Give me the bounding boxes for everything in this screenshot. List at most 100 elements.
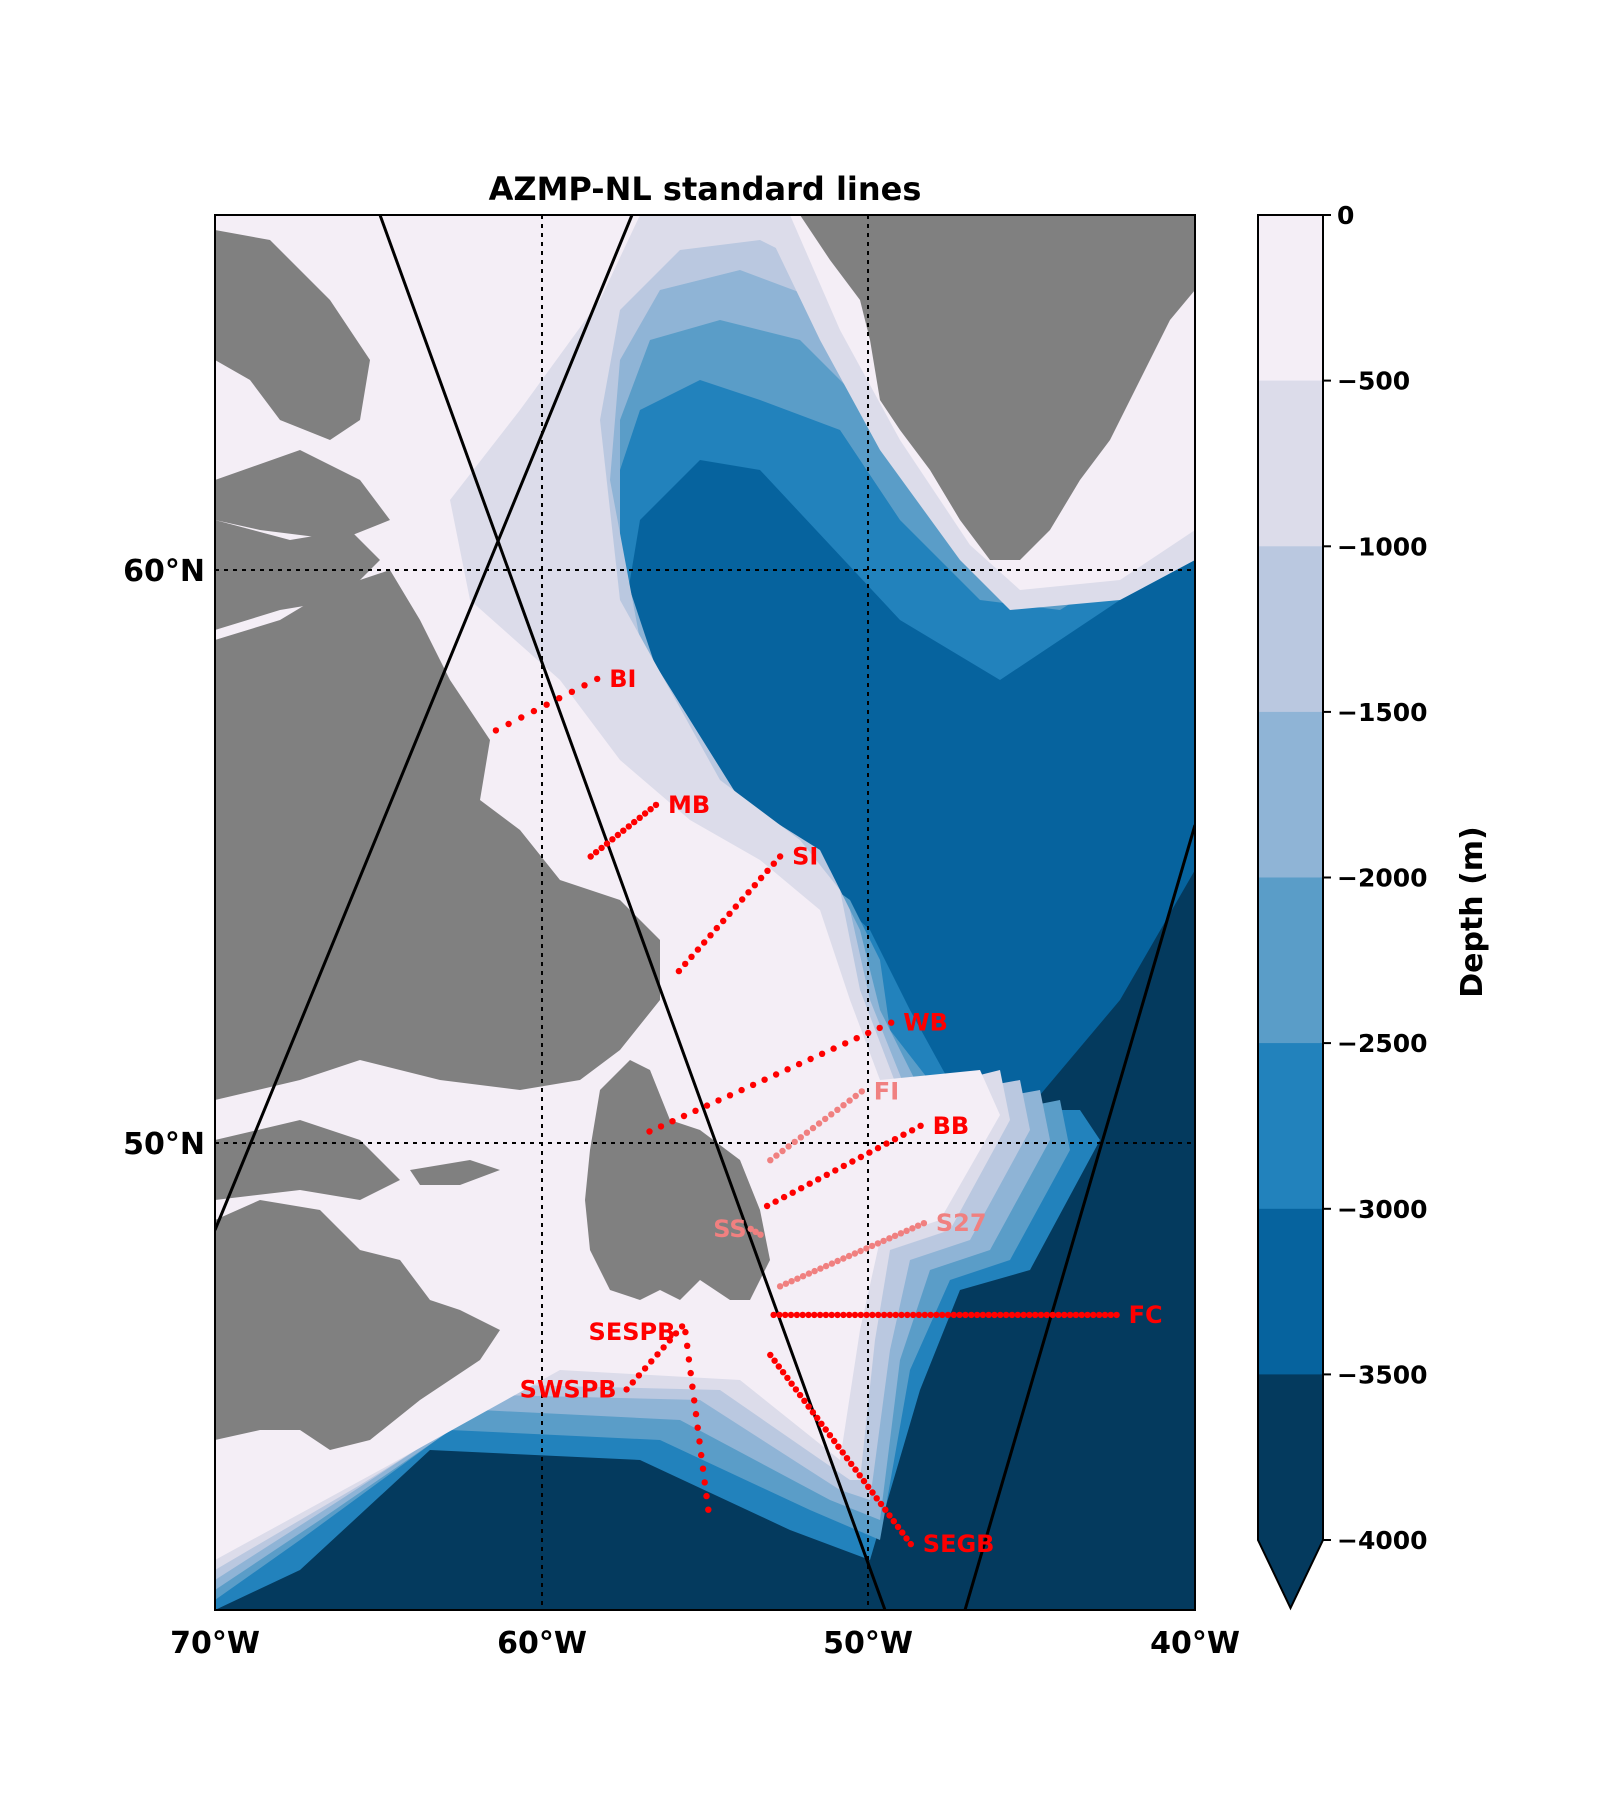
station-point [909, 1225, 916, 1232]
station-point [840, 1311, 847, 1319]
station-point [785, 1143, 792, 1150]
station-point [801, 1397, 808, 1405]
station-point [776, 1311, 783, 1319]
station-point [698, 1451, 705, 1459]
station-point [720, 917, 727, 925]
station-point [641, 810, 649, 817]
land-anticosti [410, 1160, 500, 1185]
station-point [907, 1540, 914, 1548]
station-point [669, 1118, 676, 1125]
station-point [757, 874, 765, 882]
line-label: SS [713, 1215, 747, 1243]
station-point [1096, 1311, 1103, 1319]
station-point [592, 849, 600, 856]
station-point [657, 1123, 665, 1130]
station-point [684, 1342, 691, 1350]
station-point [701, 939, 708, 946]
station-point [745, 889, 752, 896]
station-point [1084, 1311, 1091, 1319]
station-point [1101, 1311, 1109, 1319]
line-si: SI [675, 843, 818, 975]
colorbar-segment [1258, 711, 1323, 878]
station-point [703, 1102, 711, 1109]
station-point [826, 1432, 834, 1439]
station-point [880, 1311, 888, 1319]
station-point [1066, 1311, 1074, 1319]
station-point [751, 882, 758, 889]
station-point [807, 1055, 814, 1063]
station-point [776, 1283, 784, 1290]
lat-tick-label: 50°N [123, 1127, 205, 1162]
swath-line-3 [963, 824, 1195, 1610]
colorbar-segment [1258, 215, 1323, 382]
station-point [682, 1328, 689, 1336]
station-point [1043, 1311, 1051, 1319]
station-point [772, 1071, 780, 1078]
land-baffin-island [215, 230, 390, 540]
station-point [997, 1311, 1004, 1319]
station-point [672, 1330, 680, 1337]
station-point [920, 1220, 928, 1227]
station-point [852, 1092, 859, 1100]
station-point [874, 1240, 882, 1247]
line-label: SWSPB [520, 1375, 617, 1403]
station-point [822, 1262, 830, 1270]
station-point [939, 1311, 946, 1319]
station-point [853, 1035, 860, 1042]
station-point [752, 1228, 759, 1236]
station-point [832, 1167, 839, 1174]
station-point [818, 1420, 825, 1428]
land-labrador [215, 570, 660, 1100]
station-point [757, 1231, 764, 1238]
station-point [846, 1311, 853, 1319]
station-point [680, 1112, 688, 1120]
station-point [631, 818, 638, 826]
station-point [687, 1369, 694, 1377]
station-point [831, 1437, 838, 1445]
station-point [886, 1512, 893, 1519]
station-point [784, 1374, 791, 1382]
station-point [543, 701, 550, 708]
lon-tick-label: 70°W [170, 1626, 260, 1661]
station-point [660, 1344, 667, 1351]
lon-tick-label: 60°W [497, 1626, 587, 1661]
station-point [739, 896, 746, 903]
station-point [779, 1147, 786, 1155]
station-point [798, 1185, 805, 1192]
station-point [805, 1403, 812, 1410]
station-point [846, 1097, 853, 1104]
station-point [1055, 1311, 1062, 1319]
station-point [794, 1275, 801, 1282]
station-point [625, 823, 632, 830]
station-point [873, 1495, 880, 1502]
station-point [793, 1311, 801, 1319]
station-point [815, 1120, 823, 1127]
station-point [788, 1380, 795, 1387]
map-panel: BI MB SI WB FI BB SS S27 FC SWSPB SESPB SEGB [215, 215, 1195, 1610]
station-point [809, 1124, 817, 1132]
station-point [1090, 1311, 1097, 1319]
station-point [818, 1050, 826, 1058]
station-point [799, 1311, 806, 1319]
station-point [950, 1311, 957, 1319]
station-point [848, 1460, 855, 1468]
station-point [849, 1158, 856, 1165]
colorbar-segment [1258, 546, 1323, 713]
station-point [675, 967, 683, 975]
lon-tick-label: 40°W [1150, 1626, 1240, 1661]
station-point [858, 1088, 865, 1095]
station-point [763, 1202, 771, 1210]
station-point [623, 1386, 630, 1393]
station-point [594, 675, 601, 683]
station-point [685, 1356, 693, 1363]
line-mb: MB [587, 791, 710, 860]
station-point [828, 1311, 835, 1319]
station-point [682, 960, 689, 968]
station-point [492, 727, 500, 734]
station-point [979, 1311, 987, 1319]
line-bi: BI [492, 665, 636, 734]
station-point [732, 903, 739, 910]
station-point [834, 1106, 841, 1114]
line-label: BB [933, 1112, 970, 1140]
